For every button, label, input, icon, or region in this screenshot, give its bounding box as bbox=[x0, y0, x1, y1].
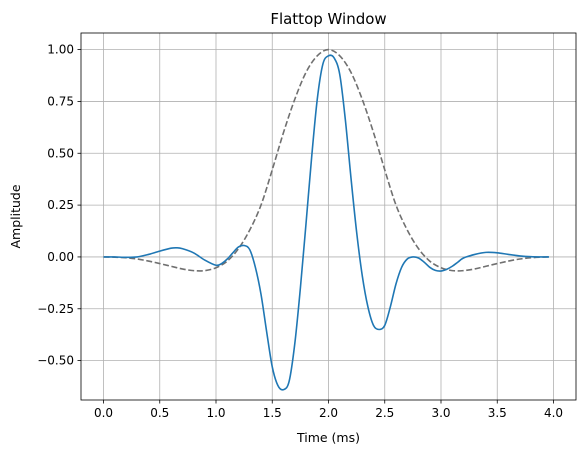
y-axis-label: Amplitude bbox=[8, 184, 23, 248]
x-tick-label: 3.0 bbox=[431, 406, 450, 420]
x-tick-label: 1.5 bbox=[263, 406, 282, 420]
y-tick-label: 1.00 bbox=[47, 43, 74, 57]
x-tick-label: 3.5 bbox=[488, 406, 507, 420]
x-tick-label: 4.0 bbox=[544, 406, 563, 420]
chart-title: Flattop Window bbox=[270, 10, 386, 28]
envelope-dashed-line bbox=[103, 48, 550, 272]
ticks: 0.0 0.5 1.0 1.5 2.0 2.5 3.0 3.5 4.0 −0.50 −0.25 0.0… bbox=[37, 43, 563, 420]
y-tick-label: 0.00 bbox=[47, 250, 74, 264]
y-tick-label: −0.25 bbox=[37, 302, 74, 316]
y-tick-label: 0.25 bbox=[47, 198, 74, 212]
waveform-line bbox=[103, 54, 550, 391]
x-tick-label: 0.5 bbox=[150, 406, 169, 420]
x-tick-label: 2.0 bbox=[319, 406, 338, 420]
x-tick-label: 1.0 bbox=[206, 406, 225, 420]
x-tick-label: 0.0 bbox=[94, 406, 113, 420]
x-tick-label: 2.5 bbox=[375, 406, 394, 420]
grid bbox=[81, 33, 576, 400]
x-axis-label: Time (ms) bbox=[296, 430, 360, 445]
y-tick-label: 0.75 bbox=[47, 94, 74, 108]
series-group bbox=[103, 48, 550, 391]
y-tick-label: −0.50 bbox=[37, 354, 74, 368]
y-tick-label: 0.50 bbox=[47, 146, 74, 160]
